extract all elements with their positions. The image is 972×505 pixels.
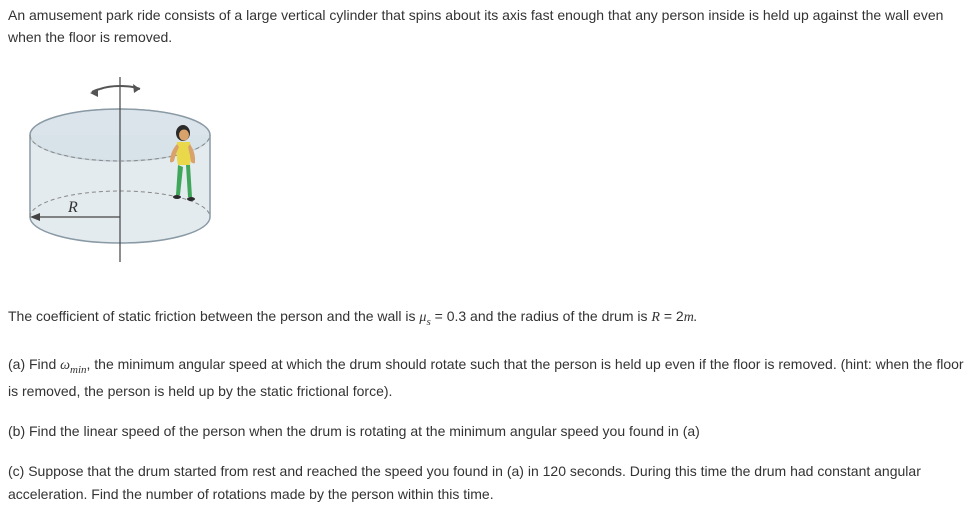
part-c: (c) Suppose that the drum started from r…: [8, 460, 964, 505]
radius-label: R: [67, 199, 78, 216]
mu-value: = 0.3: [431, 308, 466, 324]
part-a-pre: (a) Find: [8, 356, 60, 372]
problem-intro: An amusement park ride consists of a lar…: [8, 4, 964, 49]
part-a-post: , the minimum angular speed at which the…: [8, 356, 964, 398]
given-mid: and the radius of the drum is: [466, 308, 651, 324]
omega-subscript: min: [70, 364, 87, 376]
part-a: (a) Find ωmin, the minimum angular speed…: [8, 353, 964, 402]
given-pre: The coefficient of static friction betwe…: [8, 308, 419, 324]
cylinder-diagram: R: [20, 67, 964, 277]
omega-symbol: ω: [60, 358, 70, 373]
m-symbol: m.: [684, 310, 698, 325]
R-value: = 2: [660, 308, 684, 324]
R-symbol: R: [651, 310, 660, 325]
part-b: (b) Find the linear speed of the person …: [8, 420, 964, 442]
given-values: The coefficient of static friction betwe…: [8, 305, 964, 331]
